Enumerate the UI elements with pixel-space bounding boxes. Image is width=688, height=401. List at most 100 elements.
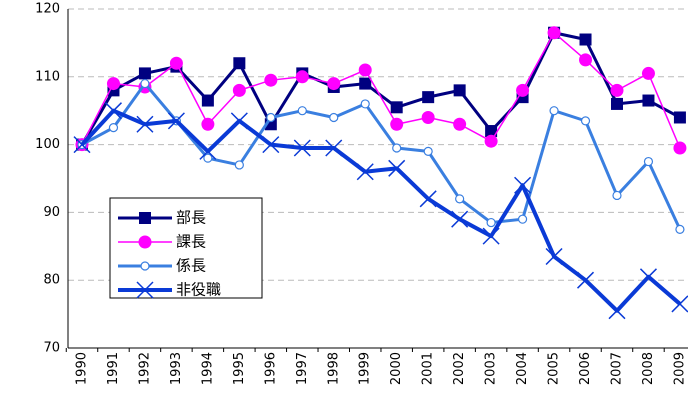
marker <box>643 156 654 167</box>
x-tick-label: 1996 <box>263 352 278 385</box>
marker <box>580 116 591 126</box>
marker <box>641 66 655 80</box>
marker <box>514 176 532 194</box>
marker <box>327 77 341 91</box>
marker <box>675 224 685 234</box>
marker <box>359 77 372 90</box>
marker <box>579 33 592 46</box>
x-tick-label: 2000 <box>389 352 404 385</box>
x-tick-label: 1992 <box>137 352 152 385</box>
marker <box>295 70 309 84</box>
marker <box>484 134 498 148</box>
marker <box>199 142 217 160</box>
marker <box>203 153 213 163</box>
x-tick-label: 2002 <box>452 352 467 385</box>
legend-label: 係長 <box>176 257 206 275</box>
y-tick-label: 100 <box>35 137 60 152</box>
legend-label: 非役職 <box>176 281 221 299</box>
marker <box>576 271 595 289</box>
marker <box>422 91 435 104</box>
marker <box>266 112 276 123</box>
marker <box>136 281 154 299</box>
marker <box>482 227 500 245</box>
legend-box <box>109 197 263 299</box>
x-tick-label: 1995 <box>232 352 247 385</box>
marker <box>108 123 119 133</box>
x-tick-label: 2009 <box>672 352 687 385</box>
marker <box>421 110 435 124</box>
marker <box>390 101 403 114</box>
marker <box>73 136 91 154</box>
marker <box>140 261 150 271</box>
marker <box>234 160 244 170</box>
x-tick-label: 1999 <box>358 352 373 385</box>
marker <box>356 163 374 181</box>
x-tick-label: 2003 <box>484 352 499 385</box>
marker <box>169 56 183 70</box>
x-tick-label: 1997 <box>295 352 310 385</box>
marker <box>167 112 185 130</box>
marker <box>673 141 687 155</box>
marker <box>358 63 372 77</box>
marker <box>390 117 404 131</box>
marker <box>547 26 561 40</box>
y-tick-label: 120 <box>35 2 60 17</box>
marker <box>293 139 311 157</box>
marker <box>392 143 402 153</box>
series-line <box>81 31 681 149</box>
x-tick-label: 1993 <box>169 352 184 385</box>
marker <box>451 210 469 228</box>
marker <box>423 146 433 156</box>
marker <box>232 83 246 97</box>
y-tick-label: 80 <box>43 273 60 288</box>
marker <box>264 73 278 87</box>
marker <box>138 67 151 80</box>
marker <box>486 217 496 228</box>
x-tick-label: 2005 <box>547 352 562 385</box>
marker <box>106 77 120 91</box>
marker <box>453 117 467 131</box>
marker <box>329 112 339 123</box>
marker <box>230 112 248 130</box>
marker <box>138 235 152 249</box>
marker <box>233 57 246 70</box>
x-tick-label: 2006 <box>578 352 593 385</box>
x-tick-label: 1998 <box>326 352 341 385</box>
x-tick-label: 2007 <box>609 352 624 385</box>
marker <box>360 99 370 109</box>
marker <box>453 84 466 97</box>
marker <box>485 125 498 138</box>
marker <box>419 190 437 208</box>
marker <box>612 190 622 201</box>
y-tick-label: 70 <box>43 341 60 356</box>
marker <box>610 83 624 97</box>
marker <box>297 106 307 116</box>
marker <box>516 83 530 97</box>
x-tick-label: 1994 <box>200 352 215 385</box>
x-tick-label: 2008 <box>641 352 656 385</box>
marker <box>608 302 626 320</box>
marker <box>455 194 465 204</box>
x-tick-label: 2001 <box>421 352 436 385</box>
marker <box>139 212 151 224</box>
marker <box>104 102 123 120</box>
legend-label: 課長 <box>176 233 206 251</box>
marker <box>639 268 657 286</box>
marker <box>549 106 559 116</box>
marker <box>262 136 280 154</box>
marker <box>388 159 406 177</box>
marker <box>671 295 688 313</box>
marker <box>545 247 563 266</box>
marker <box>642 94 655 107</box>
marker <box>140 78 150 89</box>
marker <box>201 117 215 131</box>
x-tick-label: 1991 <box>106 352 121 385</box>
x-tick-label: 1990 <box>75 352 90 385</box>
marker <box>136 115 154 133</box>
marker <box>201 94 214 107</box>
y-tick-label: 110 <box>35 69 60 84</box>
marker <box>517 214 528 224</box>
marker <box>579 53 593 67</box>
